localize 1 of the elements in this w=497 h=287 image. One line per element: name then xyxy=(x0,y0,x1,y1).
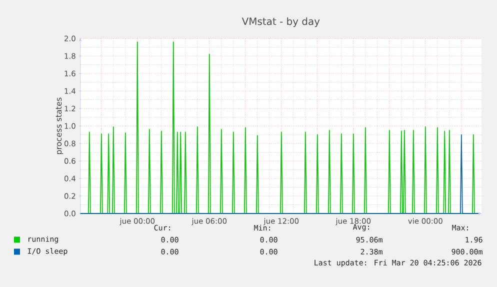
chart-title: VMstat - by day xyxy=(242,17,320,28)
